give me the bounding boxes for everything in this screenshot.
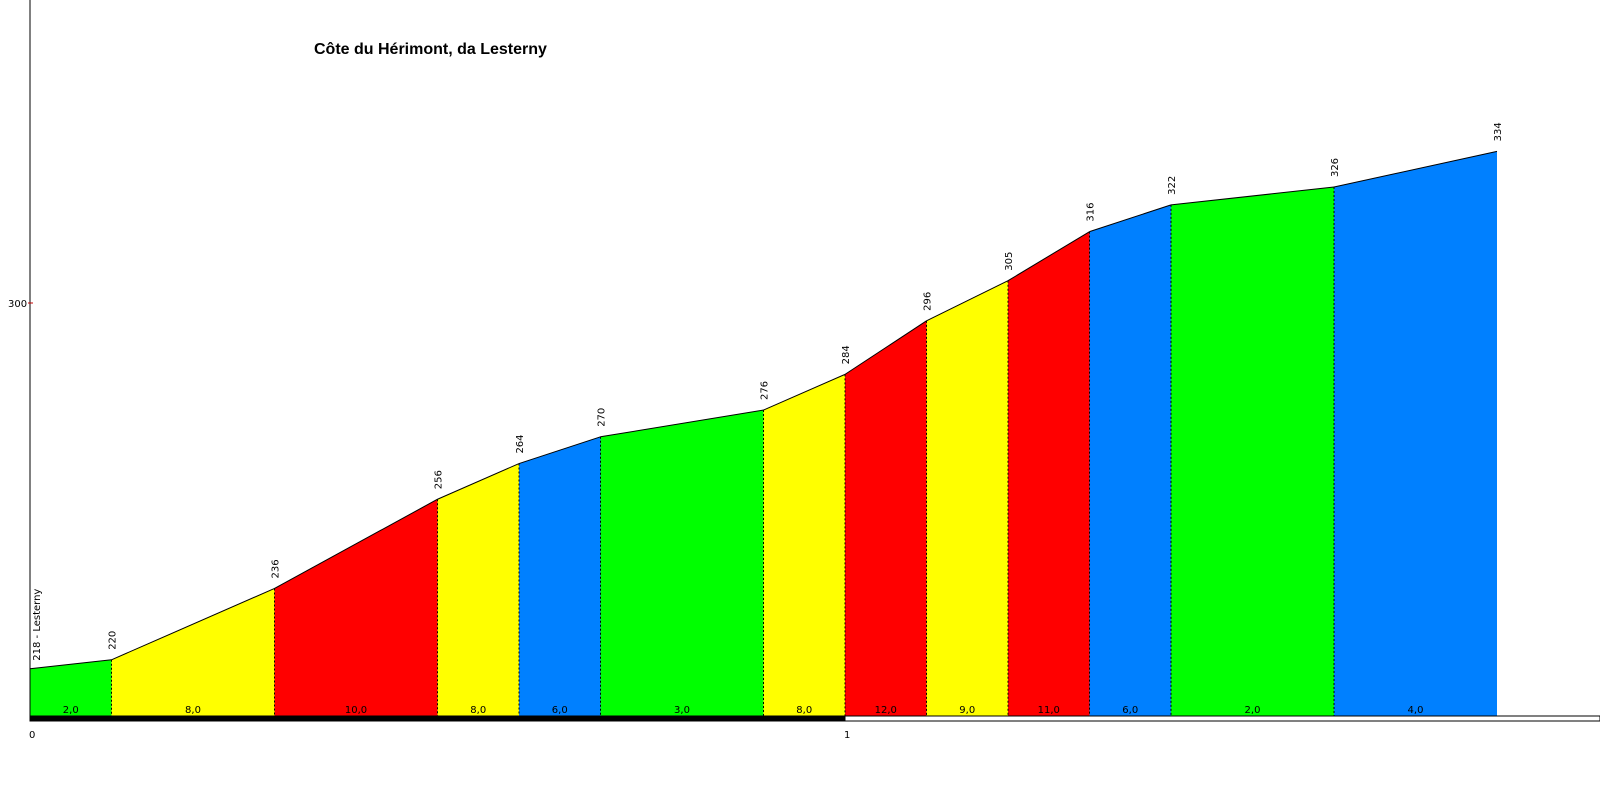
elevation-label: 326 [1330,158,1341,177]
elevation-label: 236 [271,559,282,578]
gradient-label: 2,0 [1245,705,1261,716]
gradient-label: 8,0 [470,705,486,716]
elevation-label: 316 [1086,203,1097,222]
profile-line [274,498,438,589]
elevation-label: 256 [434,470,445,489]
segment-area [1171,187,1334,719]
profile-line [1089,204,1172,233]
gradient-label: 8,0 [796,705,812,716]
segments-layer [29,150,1498,719]
segment-area [845,320,927,718]
km-bar-segment [844,715,1600,722]
elevation-label: 264 [515,434,526,453]
y-tick-label: 300 [8,299,27,310]
segment-area [763,374,845,718]
elevation-label: 220 [108,631,119,650]
profile-line [926,280,1009,322]
segment-area [30,659,112,718]
profile-line [29,659,112,670]
gradient-label: 12,0 [875,705,897,716]
dividers-layer [111,187,1335,718]
x-tick-label: 1 [844,730,850,741]
segment-area [600,410,764,718]
start-label: 218 - Lesterny [32,589,43,661]
elevation-label: 334 [1493,122,1504,141]
elevation-label: 296 [923,292,934,311]
gradient-label: 8,0 [185,705,201,716]
profile-line [1333,150,1498,188]
gradient-label: 4,0 [1408,705,1424,716]
elevation-label: 270 [597,408,608,427]
profile-line [763,373,846,411]
gradient-label: 11,0 [1038,705,1060,716]
profile-line [844,320,927,375]
gradient-label: 10,0 [345,705,367,716]
gradient-label: 2,0 [63,705,79,716]
x-tick-label: 0 [29,730,35,741]
profile-line [111,587,275,661]
gradient-label: 6,0 [1122,705,1138,716]
segment-area [519,436,601,718]
km-bar [29,715,1600,722]
elevation-label: 284 [841,345,852,364]
profile-line [518,436,601,465]
segment-area [926,280,1008,718]
segment-area [274,499,438,718]
km-bar-segment [29,715,846,722]
segment-area [1089,204,1171,718]
profile-line [437,463,520,500]
elevation-label: 322 [1167,176,1178,195]
profile-line [600,409,764,438]
axes-layer: 0 1 300 [8,0,850,741]
segment-area [1334,151,1497,719]
profile-line [1007,231,1090,282]
segment-area [437,463,519,718]
profile-line [1170,186,1335,206]
elevation-label: 276 [760,381,771,400]
segment-area [1008,231,1090,718]
elevation-label: 305 [1004,252,1015,271]
segment-area [111,588,275,718]
chart-title: Côte du Hérimont, da Lesterny [314,41,547,58]
gradient-label: 6,0 [552,705,568,716]
gradient-label: 9,0 [959,705,975,716]
labels-layer: 2,0 8,0 10,0 8,0 6,0 3,0 8,0 12,0 9,0 11,0 6,0 2,0 4… [63,122,1504,716]
gradient-label: 3,0 [674,705,690,716]
